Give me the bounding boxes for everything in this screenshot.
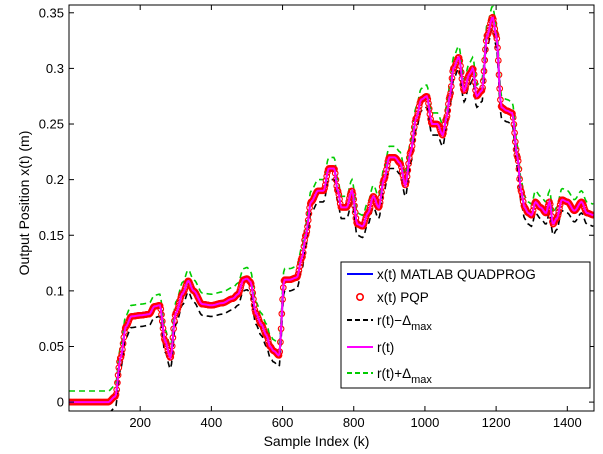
x-tick-label: 600 (272, 415, 294, 430)
y-tick-label: 0.05 (39, 339, 64, 354)
y-tick-label: 0.2 (46, 172, 64, 187)
y-tick-label: 0.15 (39, 228, 64, 243)
series-r-plus-delta (69, 5, 594, 392)
x-tick-label: 200 (129, 415, 151, 430)
x-axis-label: Sample Index (k) (264, 433, 370, 449)
legend-box (340, 261, 591, 389)
plot-area (69, 5, 594, 411)
x-tick-label: 1400 (553, 415, 582, 430)
series-r (69, 16, 594, 404)
pqp-marker (395, 158, 402, 166)
y-axis-label: Output Position x(t) (m) (16, 131, 32, 276)
y-tick-label: 0.35 (39, 5, 64, 20)
legend-label-3: r(t) (377, 340, 394, 355)
axes-frame (68, 4, 595, 412)
legend-swatch-1 (355, 292, 364, 301)
series-r-minus-delta (110, 27, 594, 411)
pqp-marker (262, 330, 269, 338)
axes: 200 400 600 800 1000 1200 1400 0 0.05 0.1 0.15 0.2 0… (16, 4, 595, 449)
pqp-marker (477, 88, 484, 95)
pqp-marker (542, 209, 550, 217)
legend-label-1: x(t) PQP (377, 290, 429, 305)
y-tick-label: 0.1 (46, 283, 64, 298)
y-tick-label: 0.3 (46, 61, 64, 76)
y-tick-label: 0 (57, 395, 64, 410)
pqp-marker (396, 159, 404, 167)
x-tick-label: 1000 (410, 415, 439, 430)
x-tick-label: 800 (343, 415, 365, 430)
pqp-marker (363, 210, 371, 218)
legend-label-0: x(t) MATLAB QUADPROG (377, 267, 536, 282)
x-tick-label: 1200 (482, 415, 511, 430)
pqp-marker (553, 215, 560, 222)
y-tick-label: 0.25 (39, 117, 64, 132)
x-tick-label: 400 (201, 415, 223, 430)
